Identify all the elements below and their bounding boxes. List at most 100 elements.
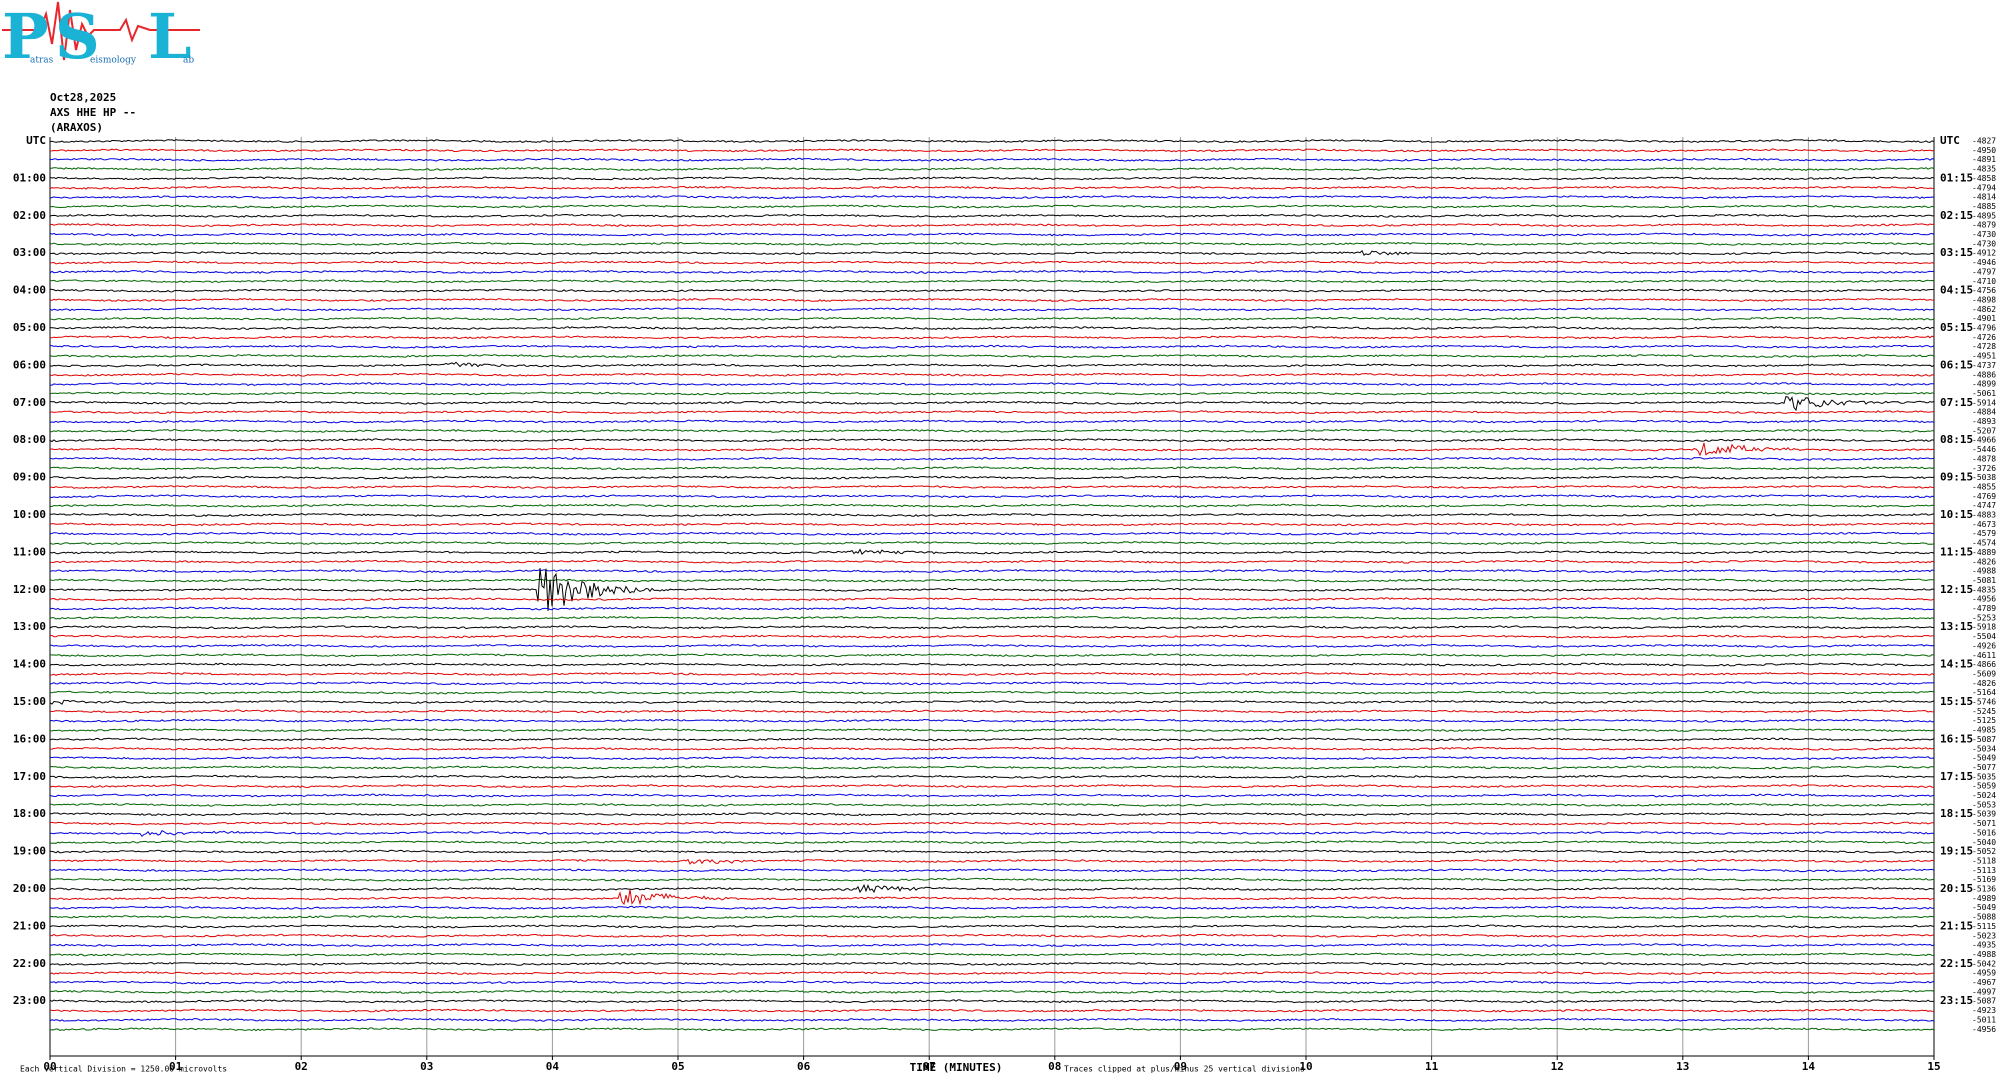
trace: [49, 671, 1935, 676]
trace: [49, 503, 1935, 508]
right-time-label: 05:15: [1940, 321, 1973, 334]
trace: [49, 148, 1935, 153]
offset-label: -4579: [1972, 529, 1996, 538]
trace: [49, 541, 1935, 546]
right-time-label: 09:15: [1940, 471, 1973, 484]
left-time-label: 01:00: [13, 171, 46, 184]
offset-label: -5245: [1972, 707, 1996, 716]
left-time-label: 06:00: [13, 358, 46, 371]
trace: [49, 830, 1935, 838]
channel: AXS HHE HP --: [50, 106, 136, 119]
right-time-label: UTC: [1940, 134, 1960, 147]
offset-label: -5081: [1972, 576, 1996, 585]
offset-label: -5035: [1972, 772, 1996, 781]
trace: [49, 625, 1934, 630]
right-time-label: 01:15: [1940, 171, 1973, 184]
offset-label: -5169: [1972, 875, 1996, 884]
trace: [49, 260, 1935, 265]
trace: [49, 989, 1935, 994]
left-time-label: 15:00: [13, 695, 46, 708]
trace: [49, 232, 1935, 237]
trace: [49, 868, 1935, 873]
offset-label: -5024: [1972, 791, 1996, 800]
offset-label: -4935: [1972, 941, 1996, 950]
left-time-label: 12:00: [13, 583, 46, 596]
offset-label: -4794: [1972, 183, 1996, 192]
trace: [49, 438, 1935, 443]
trace: [49, 475, 1935, 480]
trace: [49, 569, 1935, 574]
trace: [49, 442, 1935, 457]
offset-label: -4997: [1972, 987, 1996, 996]
x-tick-label: 14: [1802, 1060, 1816, 1073]
offset-label: -5113: [1972, 866, 1996, 875]
trace: [49, 307, 1935, 312]
trace: [49, 372, 1935, 377]
x-tick-label: 09: [1174, 1060, 1187, 1073]
trace: [49, 737, 1935, 742]
trace: [49, 559, 1935, 564]
right-time-label: 15:15: [1940, 695, 1973, 708]
trace: [49, 718, 1935, 723]
left-time-label: 13:00: [13, 620, 46, 633]
trace: [49, 681, 1935, 686]
left-time-label: UTC: [26, 134, 46, 147]
right-time-label: 06:15: [1940, 358, 1973, 371]
trace: [49, 269, 1935, 274]
trace: [50, 802, 1935, 807]
offset-label: -4895: [1972, 211, 1996, 220]
trace: [49, 513, 1935, 517]
trace: [49, 466, 1935, 471]
trace: [49, 223, 1935, 228]
offset-label: -4862: [1972, 305, 1996, 314]
trace: [50, 568, 1935, 611]
offset-label: -5077: [1972, 763, 1996, 772]
offset-label: -5053: [1972, 800, 1996, 809]
x-tick-label: 00: [43, 1060, 56, 1073]
trace: [49, 1008, 1935, 1013]
offset-label: -5052: [1972, 847, 1996, 856]
offset-label: -4956: [1972, 1025, 1996, 1034]
left-time-label: 23:00: [13, 994, 46, 1007]
offset-label: -4827: [1972, 137, 1996, 146]
trace: [49, 391, 1935, 396]
offset-label: -4835: [1972, 585, 1996, 594]
trace: [49, 531, 1935, 536]
trace: [49, 615, 1935, 620]
trace: [49, 699, 1935, 705]
trace: [49, 943, 1935, 948]
trace: [49, 395, 1935, 412]
trace: [49, 812, 1935, 817]
left-time-label: 21:00: [13, 919, 46, 932]
trace: [49, 249, 1935, 256]
right-time-label: 17:15: [1940, 770, 1973, 783]
trace: [49, 139, 1935, 143]
offset-label: -4988: [1972, 950, 1996, 959]
trace: [49, 889, 1935, 906]
trace: [49, 288, 1934, 293]
offset-label: -4901: [1972, 314, 1996, 323]
offset-label: -4866: [1972, 660, 1996, 669]
trace: [49, 746, 1935, 751]
trace: [49, 877, 1935, 882]
right-time-label: 02:15: [1940, 209, 1973, 222]
offset-label: -5136: [1972, 885, 1996, 894]
offset-label: -4826: [1972, 557, 1996, 566]
trace: [49, 485, 1935, 489]
trace: [49, 980, 1935, 985]
left-time-label: 22:00: [13, 957, 46, 970]
offset-label: -5061: [1972, 389, 1996, 398]
x-tick-label: 03: [420, 1060, 433, 1073]
x-axis-title: TIME (MINUTES): [910, 1061, 1003, 1074]
offset-label: -4988: [1972, 567, 1996, 576]
left-time-label: 07:00: [13, 396, 46, 409]
left-time-label: 03:00: [13, 246, 46, 259]
trace: [49, 597, 1935, 602]
offset-label: -5918: [1972, 623, 1996, 632]
trace: [49, 522, 1935, 527]
right-time-label: 04:15: [1940, 284, 1973, 297]
offset-label: -5071: [1972, 819, 1996, 828]
offset-label: -4898: [1972, 295, 1996, 304]
offset-label: -5207: [1972, 426, 1996, 435]
